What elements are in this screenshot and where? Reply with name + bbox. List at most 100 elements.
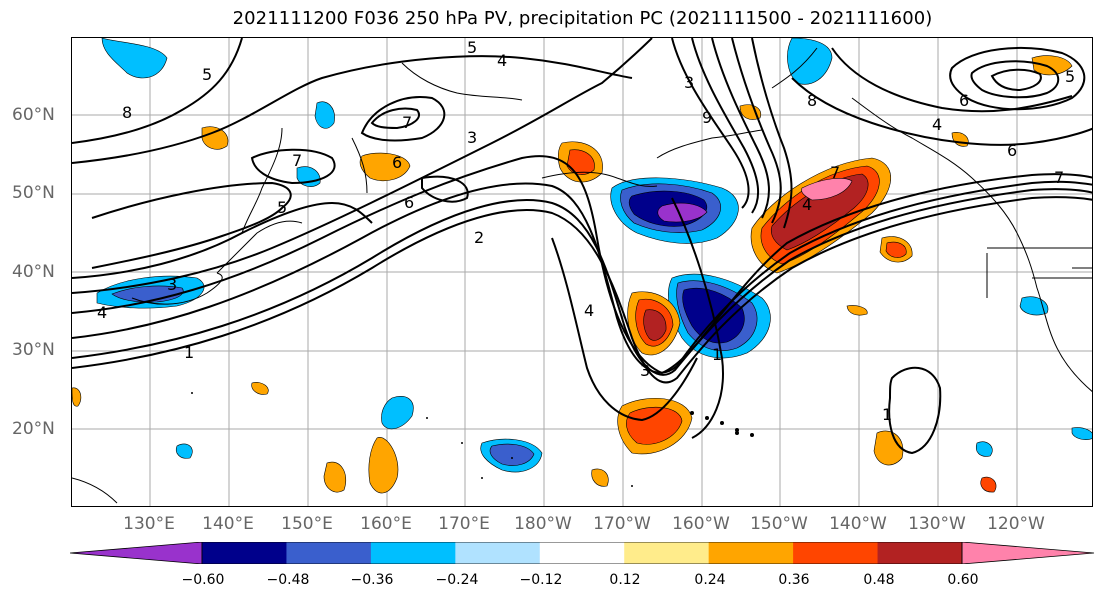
lat-label: 30°N [12,340,55,360]
pv-contours [72,38,1092,455]
contour-label: 7 [292,151,302,170]
colorbar-segment [877,542,963,564]
colorbar-segment [708,542,794,564]
contour-label: 4 [802,195,812,214]
colorbar-segments [202,542,963,564]
precip-pos-area [801,178,853,201]
contour-label: 6 [392,153,402,172]
lat-label: 50°N [12,183,55,203]
colorbar-extend-right [961,542,1095,564]
contour-label: 5 [467,38,477,57]
contour-label: 3 [640,361,650,380]
lon-label: 160°W [672,514,730,534]
precip-pos-area [251,382,269,395]
lon-label: 130°W [908,514,966,534]
contour-label: 6 [1007,141,1017,160]
contour-label: 1 [882,405,892,424]
contour-label: 4 [497,51,507,70]
contour-label: 5 [1065,67,1075,86]
precip-neg-area [657,202,708,223]
colorbar-tick-label: −0.24 [435,572,479,588]
contour-label: 8 [122,103,132,122]
precip-pos-area [201,126,229,150]
contour-label: 8 [807,91,817,110]
colorbar-segment [793,542,879,564]
contour-label: 3 [167,275,177,294]
colorbar-tick-label: −0.36 [350,572,394,588]
colorbar [70,542,1095,564]
precip-pos-area [643,309,667,341]
colorbar-tick-label: −0.60 [181,572,225,588]
lat-label: 20°N [12,419,55,439]
colorbar-segment [286,542,372,564]
contour-label: 4 [932,115,942,134]
precip-neg-area [175,443,193,459]
precip-pos-area [626,406,683,445]
lon-label: 180°W [514,514,572,534]
colorbar-tick-label: −0.48 [266,572,310,588]
contour-label: 1 [184,343,194,362]
contour-label: 9 [702,108,712,127]
precip-pos-area [739,104,762,120]
lon-label: 170°W [593,514,651,534]
precip-neg-area [314,101,335,129]
colorbar-tick-label: −0.12 [519,572,563,588]
precip-pos-area [591,468,609,487]
colorbar-tick-label: 0.48 [863,572,895,588]
islands [191,392,754,487]
contour-label: 3 [684,73,694,92]
contour-label: 5 [277,198,287,217]
contour-label: 1 [712,345,722,364]
page-title: 2021111200 F036 250 hPa PV, precipitatio… [232,8,933,29]
lon-label: 140°E [202,514,254,534]
lon-label: 160°E [360,514,412,534]
contour-label: 7 [402,113,412,132]
contour-label: 3 [467,128,477,147]
lat-label: 60°N [12,105,55,125]
colorbar-segment [539,542,625,564]
precip-pos-area [359,152,411,181]
contour-label: 5 [202,65,212,84]
precip-pos-area [873,430,904,466]
lon-label: 170°E [438,514,490,534]
precip-neg-area [489,443,535,466]
contour-label: 6 [959,91,969,110]
colorbar-segment [624,542,710,564]
colorbar-segment [370,542,456,564]
lon-label: 150°E [281,514,333,534]
precip-pos-area [980,476,997,493]
colorbar-tick-label: 0.36 [778,572,810,588]
precip-neg-area [1071,427,1092,440]
contour-label: 7 [830,163,840,182]
precip-neg-area [101,38,168,79]
precip-neg-area [975,441,993,457]
contour-label: 7 [1054,168,1064,187]
precip-pos-area [885,241,907,258]
precip-pos-area [323,461,347,493]
contour-label: 4 [97,303,107,322]
lon-label: 140°W [829,514,887,534]
colorbar-tick-label: 0.24 [694,572,726,588]
precip-pos-area [846,305,868,316]
precip-neg-area [787,38,833,85]
colorbar-tick-label: 0.60 [947,572,979,588]
precip-pos-area [951,132,969,147]
lon-label: 120°W [987,514,1045,534]
colorbar-extend-left [70,542,203,564]
lon-label: 130°E [123,514,175,534]
colorbar-tick-label: 0.12 [609,572,641,588]
coastlines [72,47,1092,504]
colorbar-segment [455,542,541,564]
colorbar-segment [202,542,287,564]
lon-label: 150°W [750,514,808,534]
precip-pos-area [566,149,595,175]
contour-label: 2 [474,228,484,247]
contour-label: 6 [404,193,414,212]
contour-label-group: 5 4 5 8 7 5 7 6 3 6 2 3 4 1 3 4 1 1 5 4 … [97,38,1075,424]
map-panel: 5 4 5 8 7 5 7 6 3 6 2 3 4 1 3 4 1 1 5 4 … [71,37,1093,507]
precip-pos-area [368,437,399,494]
precip-pos-area [72,387,82,407]
map-canvas: 5 4 5 8 7 5 7 6 3 6 2 3 4 1 3 4 1 1 5 4 … [72,38,1092,506]
lat-label: 40°N [12,262,55,282]
precip-neg-area [381,396,414,430]
